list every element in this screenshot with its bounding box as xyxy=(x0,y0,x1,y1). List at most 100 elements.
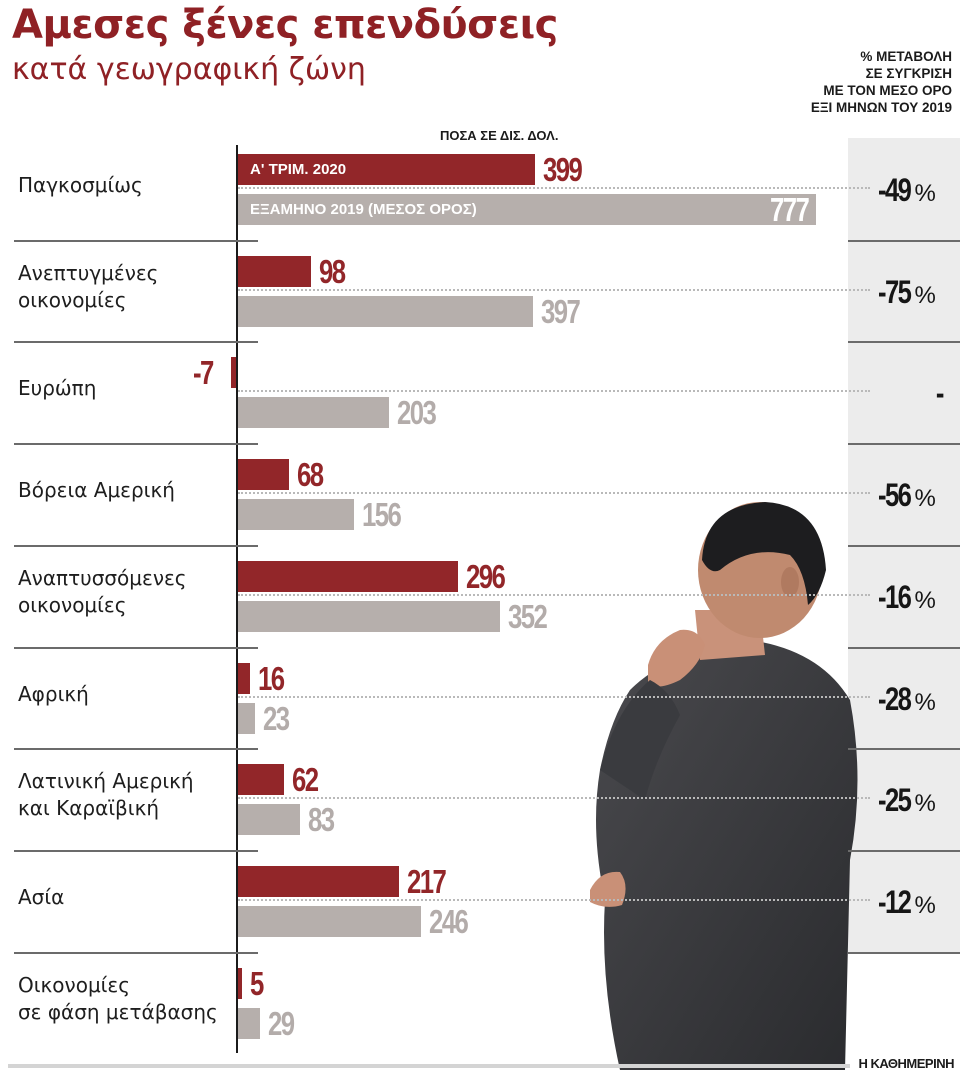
legend-h1-2019-avg: ΕΞΑΜΗΝΟ 2019 (ΜΕΣΟΣ ΟΡΟΣ) xyxy=(250,201,477,218)
pct-change-value: -12% xyxy=(848,884,960,921)
row-separator xyxy=(14,545,258,547)
value-h1-2019-avg: 156 xyxy=(362,496,402,533)
pct-change-number: -12 xyxy=(878,884,912,920)
category-label-line: Αφρική xyxy=(18,682,89,706)
bar-q1-2020 xyxy=(238,663,250,694)
pct-change-value: -16% xyxy=(848,579,960,616)
category-label-line: Ανεπτυγμένες xyxy=(18,261,159,285)
category-label: Παγκοσμίως xyxy=(18,172,228,199)
row-separator xyxy=(14,748,258,750)
bar-q1-2020 xyxy=(238,968,242,999)
guide-dotted-line xyxy=(238,594,870,596)
category-label-line: Παγκοσμίως xyxy=(18,173,143,197)
value-q1-2020: 68 xyxy=(296,456,324,493)
pct-row-separator xyxy=(848,647,960,649)
category-label: Οικονομίες σε φάση μετάβασης xyxy=(18,972,228,1026)
guide-dotted-line xyxy=(238,696,870,698)
value-q1-2020: -7 xyxy=(192,354,214,391)
row-separator xyxy=(14,341,258,343)
category-label-line: Ασία xyxy=(18,885,65,909)
chart-subtitle: κατά γεωγραφική ζώνη xyxy=(12,52,366,87)
pct-row-separator xyxy=(848,952,960,954)
row-separator xyxy=(14,850,258,852)
pct-change-number: -56 xyxy=(878,477,912,513)
category-label: Ευρώπη xyxy=(18,375,228,402)
guide-dotted-line xyxy=(238,289,870,291)
pct-header-line: ΣΕ ΣΥΓΚΡΙΣΗ xyxy=(865,66,952,81)
category-label: Βόρεια Αμερική xyxy=(18,477,228,504)
chart-row: Ευρώπη -7 203 - xyxy=(0,341,960,443)
row-separator xyxy=(14,952,258,954)
value-q1-2020: 16 xyxy=(257,660,285,697)
guide-dotted-line xyxy=(238,492,870,494)
pct-header-line: ΕΞΙ ΜΗΝΩΝ ΤΟΥ 2019 xyxy=(810,100,952,115)
pct-change-value: - xyxy=(848,375,944,412)
pct-header-line: ΜΕ ΤΟΝ ΜΕΣΟ ΟΡΟ xyxy=(823,83,952,98)
bar-q1-2020 xyxy=(238,459,289,490)
pct-row-separator xyxy=(848,443,960,445)
percent-sign: % xyxy=(914,485,935,512)
pct-change-number: -75 xyxy=(878,274,912,310)
bar-q1-2020 xyxy=(230,357,236,388)
row-separator xyxy=(14,647,258,649)
chart-row: Ασία 217 246 -12% xyxy=(0,850,960,952)
chart-row: Παγκοσμίως Α' ΤΡΙΜ. 2020 399 ΕΞΑΜΗΝΟ 2019 (… xyxy=(0,138,960,240)
bar-h1-2019-avg xyxy=(238,397,389,428)
category-label: Ασία xyxy=(18,884,228,911)
category-label-line: Ευρώπη xyxy=(18,376,97,400)
percent-sign: % xyxy=(914,282,935,309)
percent-sign: % xyxy=(914,790,935,817)
value-h1-2019-avg: 23 xyxy=(263,700,290,737)
percent-sign: % xyxy=(914,892,935,919)
category-label-line: Λατινική Αμερική xyxy=(18,769,194,793)
category-label-line: οικονομίες xyxy=(18,288,127,312)
x-axis-zero-line xyxy=(236,145,238,1053)
category-label: Αφρική xyxy=(18,681,228,708)
bar-h1-2019-avg xyxy=(238,906,421,937)
pct-change-value: -49% xyxy=(848,172,960,209)
chart-title: Αμεσες ξένες επενδύσεις xyxy=(12,2,558,48)
chart-row: Βόρεια Αμερική 68 156 -56% xyxy=(0,443,960,545)
value-q1-2020: 399 xyxy=(542,151,583,188)
value-h1-2019-avg: 246 xyxy=(428,903,469,940)
percent-sign: % xyxy=(914,587,935,614)
chart-row: Αναπτυσσόμενες οικονομίες 296 352 -16% xyxy=(0,545,960,647)
category-label-line: Βόρεια Αμερική xyxy=(18,478,175,502)
bar-q1-2020: Α' ΤΡΙΜ. 2020 xyxy=(238,154,535,185)
pct-change-number: - xyxy=(936,375,944,411)
value-h1-2019-avg: 83 xyxy=(307,801,335,838)
category-label: Λατινική Αμερική και Καραϊβική xyxy=(18,768,228,822)
percent-sign: % xyxy=(914,689,935,716)
legend-q1-2020: Α' ΤΡΙΜ. 2020 xyxy=(250,161,347,178)
value-q1-2020: 217 xyxy=(407,863,447,900)
pct-row-separator xyxy=(848,748,960,750)
pct-change-value: -28% xyxy=(848,681,960,718)
amount-unit-header: ΠΟΣΑ ΣΕ ΔΙΣ. ΔΟΛ. xyxy=(440,128,559,143)
pct-header-line: % ΜΕΤΑΒΟΛΗ xyxy=(860,49,952,64)
bar-q1-2020 xyxy=(238,256,311,287)
value-q1-2020: 98 xyxy=(318,253,346,290)
category-label-line: Οικονομίες xyxy=(18,973,130,997)
pct-row-separator xyxy=(848,240,960,242)
pct-change-number: -16 xyxy=(878,579,912,615)
value-q1-2020: 296 xyxy=(466,558,506,595)
pct-change-number: -25 xyxy=(878,782,912,818)
pct-row-separator xyxy=(848,545,960,547)
guide-dotted-line xyxy=(238,187,870,189)
category-label-line: οικονομίες xyxy=(18,593,127,617)
chart-row: Λατινική Αμερική και Καραϊβική 62 83 -25% xyxy=(0,748,960,850)
chart-row: Ανεπτυγμένες οικονομίες 98 397 -75% xyxy=(0,240,960,342)
value-h1-2019-avg: 397 xyxy=(541,293,581,330)
bar-q1-2020 xyxy=(238,764,285,795)
pct-change-header: % ΜΕΤΑΒΟΛΗ ΣΕ ΣΥΓΚΡΙΣΗ ΜΕ ΤΟΝ ΜΕΣΟ ΟΡΟ Ε… xyxy=(772,48,952,116)
value-h1-2019-avg: 777 xyxy=(770,191,810,228)
percent-sign: % xyxy=(914,180,935,207)
pct-change-value: -56% xyxy=(848,477,960,514)
value-h1-2019-avg: 352 xyxy=(507,598,548,635)
pct-row-separator xyxy=(848,850,960,852)
bar-h1-2019-avg xyxy=(238,1008,260,1039)
bar-h1-2019-avg xyxy=(238,296,534,327)
pct-change-number: -49 xyxy=(878,172,912,208)
value-h1-2019-avg: 29 xyxy=(267,1005,295,1042)
chart-row: Αφρική 16 23 -28% xyxy=(0,647,960,749)
